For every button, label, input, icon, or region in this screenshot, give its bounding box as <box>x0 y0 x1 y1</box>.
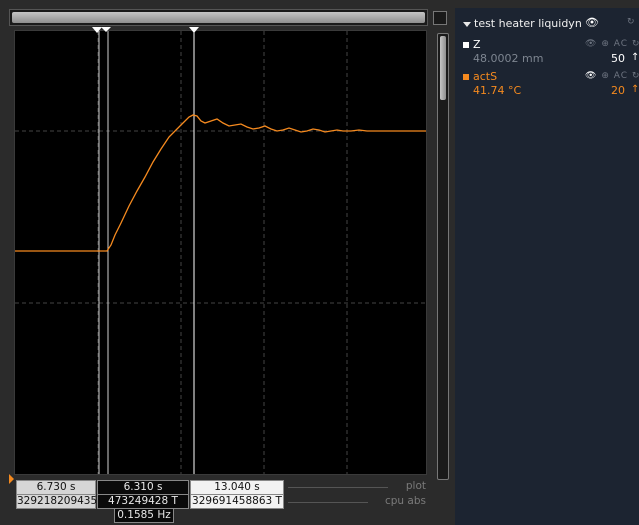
signal-row-z[interactable]: Z <box>463 38 481 51</box>
eye-icon[interactable]: 👁 <box>585 39 598 49</box>
delta-ticks: 473249428 T <box>97 494 189 509</box>
signal-acts-value: 41.74 °C <box>473 84 522 97</box>
signal-z-scale[interactable]: 50 <box>611 52 625 65</box>
signal-trace-actS <box>15 114 426 252</box>
group-reset-icon[interactable]: ↻ <box>627 17 636 27</box>
horizontal-scroll-thumb[interactable] <box>12 12 425 23</box>
signal-name: actS <box>473 70 498 83</box>
signal-panel: test heater liquidyn 👁 ↻ Z 👁 ⊕ AC ↻ 48.0… <box>455 8 639 525</box>
eye-icon[interactable]: 👁 <box>585 71 598 81</box>
vertical-scroll-thumb[interactable] <box>440 36 446 100</box>
cursor-1-ticks: 329218209435 T <box>16 494 107 509</box>
signal-origin-marker <box>9 474 14 484</box>
cursor-2-marker[interactable] <box>189 27 199 33</box>
plot-scale-label: plot <box>405 480 426 492</box>
signal-acts-icons[interactable]: 👁 ⊕ AC ↻ <box>585 71 639 81</box>
cpu-scale-line <box>288 502 368 503</box>
cursor-1b-marker[interactable] <box>101 27 111 32</box>
vertical-scrollbar[interactable] <box>437 33 449 480</box>
signal-z-unit-arrow: ↑ <box>631 52 639 63</box>
cursor-1-marker[interactable] <box>92 27 102 33</box>
collapse-triangle-icon[interactable] <box>463 21 471 27</box>
plot-scale-line <box>288 487 388 488</box>
delta-frequency: 0.1585 Hz <box>114 508 174 523</box>
signal-color-swatch <box>463 74 469 80</box>
group-name: test heater liquidyn <box>474 17 582 30</box>
signal-z-icons[interactable]: 👁 ⊕ AC ↻ <box>585 39 639 49</box>
signal-z-value: 48.0002 mm <box>473 52 544 65</box>
cursor-2-time: 13.040 s <box>190 480 284 495</box>
zoom-reset-button[interactable] <box>433 11 447 25</box>
signal-name: Z <box>473 38 481 51</box>
horizontal-scrollbar[interactable] <box>9 9 428 26</box>
cursor-2-ticks: 329691458863 T <box>190 494 284 509</box>
cpu-scale-label: cpu abs <box>384 495 426 507</box>
group-eye-icon[interactable]: 👁 <box>585 16 599 29</box>
signal-color-swatch <box>463 42 469 48</box>
plot-area[interactable] <box>14 30 427 475</box>
signal-row-acts[interactable]: actS <box>463 70 497 83</box>
signal-acts-unit-arrow: ↑ <box>631 84 639 95</box>
group-header[interactable]: test heater liquidyn <box>463 17 582 30</box>
delta-time: 6.310 s <box>97 480 189 495</box>
plot-canvas <box>15 31 426 474</box>
plot-grid <box>15 31 426 474</box>
cursor-1-time: 6.730 s <box>16 480 96 495</box>
signal-acts-scale[interactable]: 20 <box>611 84 625 97</box>
